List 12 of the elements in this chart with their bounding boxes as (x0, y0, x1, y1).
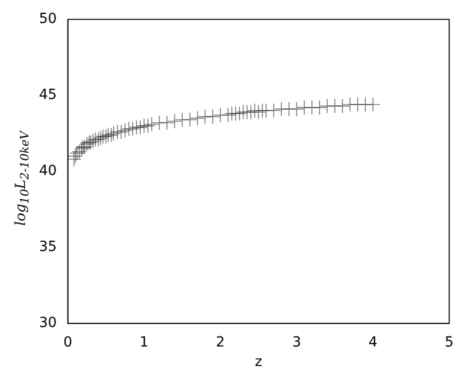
y-tick-label: 35 (38, 239, 57, 256)
x-tick-label: 1 (140, 334, 149, 350)
x-tick-label: 2 (216, 334, 225, 350)
y-tick-label: 45 (38, 87, 57, 104)
x-axis-title: z (254, 354, 262, 370)
x-tick-label: 4 (368, 334, 378, 350)
x-tick-label: 3 (292, 334, 302, 350)
x-tick-label: 0 (63, 334, 72, 350)
y-tick-label: 40 (38, 163, 57, 180)
y-tick-label: 50 (38, 11, 57, 28)
y-tick-label: 30 (38, 315, 57, 332)
x-tick-label: 5 (444, 334, 454, 350)
